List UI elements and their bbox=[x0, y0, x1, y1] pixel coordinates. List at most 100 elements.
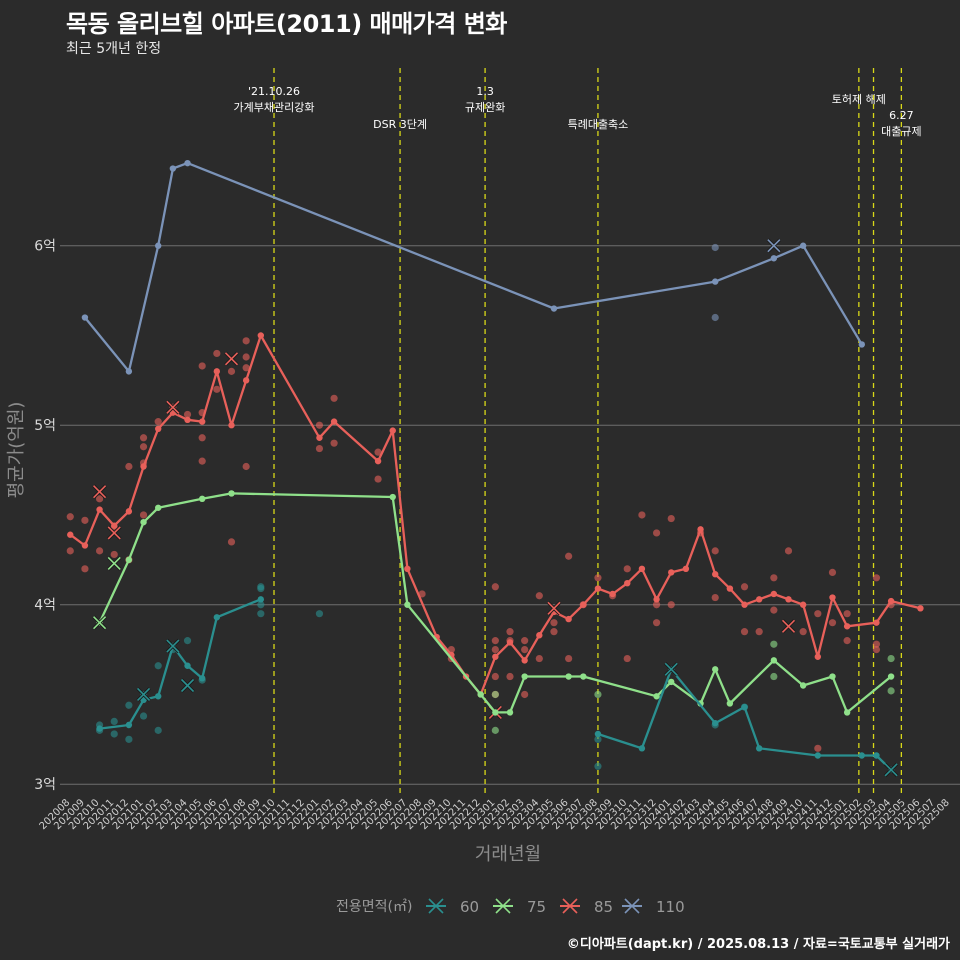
data-point bbox=[594, 762, 602, 770]
line-point bbox=[770, 255, 778, 262]
line-point bbox=[111, 522, 118, 529]
data-point bbox=[95, 547, 104, 555]
y-tick-label: 5억 bbox=[34, 418, 56, 434]
line-point bbox=[125, 368, 133, 375]
data-point bbox=[652, 601, 661, 609]
data-point bbox=[535, 592, 543, 600]
line-point bbox=[242, 377, 250, 384]
line-point bbox=[726, 585, 734, 592]
data-point bbox=[242, 337, 250, 345]
line-point bbox=[506, 639, 514, 646]
line-point bbox=[404, 601, 411, 608]
line-point bbox=[169, 165, 177, 172]
grid-lines bbox=[60, 245, 960, 785]
cross-marker bbox=[781, 619, 796, 633]
data-point bbox=[213, 349, 221, 358]
line-point bbox=[594, 585, 602, 592]
data-point bbox=[550, 628, 558, 636]
data-point bbox=[418, 590, 426, 598]
line-point bbox=[96, 506, 103, 513]
x-axis-title: 거래년월 bbox=[475, 844, 541, 865]
line-point bbox=[213, 614, 221, 621]
line-point bbox=[814, 653, 822, 660]
data-point bbox=[315, 610, 324, 618]
line-point bbox=[785, 596, 792, 603]
line-point bbox=[125, 721, 133, 729]
data-point bbox=[638, 511, 646, 519]
legend-key-cross bbox=[624, 898, 640, 914]
line-point bbox=[228, 422, 235, 429]
line-point bbox=[668, 678, 675, 686]
line-point bbox=[887, 673, 895, 680]
data-point bbox=[770, 574, 778, 582]
event-label: 가계부채관리강화 bbox=[234, 101, 315, 114]
line-point bbox=[81, 542, 89, 549]
series-layer bbox=[66, 159, 924, 778]
data-point bbox=[315, 444, 324, 453]
event-label: 토허제 해제 bbox=[832, 92, 886, 106]
line-point bbox=[140, 463, 147, 470]
line-point bbox=[404, 565, 411, 573]
line-point bbox=[873, 619, 880, 626]
line-point bbox=[81, 314, 89, 321]
data-point bbox=[814, 744, 822, 752]
data-point bbox=[110, 730, 118, 738]
line-point bbox=[799, 242, 807, 249]
series-line bbox=[99, 598, 262, 730]
data-point bbox=[506, 628, 514, 636]
data-point bbox=[623, 654, 631, 663]
data-point bbox=[154, 662, 162, 670]
line-point bbox=[858, 752, 865, 759]
data-point bbox=[623, 565, 631, 573]
cross-marker bbox=[93, 485, 107, 499]
line-point bbox=[184, 416, 191, 424]
cross-marker bbox=[664, 662, 678, 676]
chart-subtitle: 최근 5개년 한정 bbox=[66, 41, 162, 57]
data-point bbox=[667, 601, 675, 609]
line-point bbox=[580, 601, 587, 608]
data-point bbox=[784, 547, 793, 555]
line-point bbox=[492, 709, 499, 716]
line-point bbox=[712, 278, 719, 285]
data-point bbox=[711, 593, 719, 602]
data-point bbox=[535, 654, 543, 663]
data-point bbox=[594, 690, 602, 699]
data-point bbox=[887, 654, 895, 663]
data-point bbox=[95, 495, 104, 503]
line-point bbox=[741, 703, 748, 711]
series-60 bbox=[95, 583, 899, 778]
line-point bbox=[843, 709, 851, 716]
line-point bbox=[755, 596, 763, 603]
data-point bbox=[330, 439, 338, 447]
line-point bbox=[580, 673, 587, 680]
series-75 bbox=[92, 490, 895, 734]
line-point bbox=[799, 601, 807, 608]
data-point bbox=[227, 367, 236, 375]
line-point bbox=[770, 590, 778, 598]
data-point bbox=[242, 462, 250, 471]
data-point bbox=[828, 568, 837, 577]
line-point bbox=[565, 615, 572, 623]
series-line bbox=[98, 492, 892, 714]
data-point bbox=[521, 637, 529, 645]
line-point bbox=[492, 653, 499, 660]
line-point bbox=[697, 526, 704, 533]
line-point bbox=[198, 495, 206, 503]
legend-label: 75 bbox=[527, 898, 546, 916]
cross-marker bbox=[547, 601, 561, 615]
line-point bbox=[653, 596, 660, 603]
series-85 bbox=[66, 332, 924, 752]
y-axis-title: 평균가(억원) bbox=[6, 402, 27, 499]
data-point bbox=[814, 610, 822, 618]
data-point bbox=[139, 511, 148, 519]
data-point bbox=[565, 552, 573, 560]
line-point bbox=[712, 666, 719, 673]
legend-title: 전용면적(㎡) bbox=[336, 899, 412, 915]
legend-label: 60 bbox=[460, 898, 479, 916]
data-point bbox=[872, 640, 881, 648]
data-point bbox=[491, 672, 499, 681]
line-point bbox=[198, 675, 206, 682]
line-point bbox=[814, 752, 822, 759]
data-point bbox=[491, 637, 499, 645]
